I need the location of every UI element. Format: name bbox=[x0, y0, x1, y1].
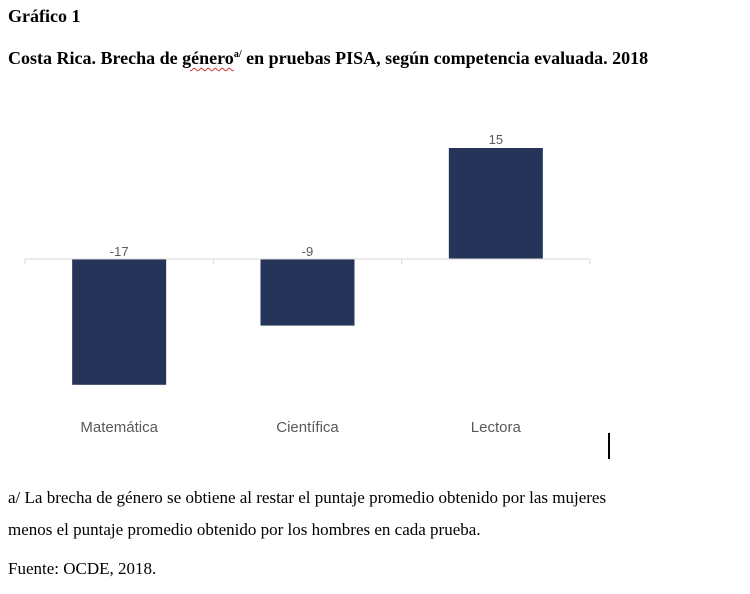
source-note: Fuente: OCDE, 2018. bbox=[8, 559, 157, 578]
chart-title: Costa Rica. Brecha de géneroa/ en prueba… bbox=[8, 48, 648, 69]
data-label-1: -17 bbox=[110, 244, 129, 259]
title-suffix: en pruebas PISA, según competencia evalu… bbox=[241, 48, 649, 68]
bar-2 bbox=[260, 259, 355, 326]
data-label-2: -9 bbox=[302, 244, 314, 259]
text-cursor bbox=[608, 433, 610, 459]
bar-3 bbox=[448, 148, 543, 259]
bar-chart: -17 Matemática -9 Científica 15 Lectora bbox=[24, 132, 591, 436]
bar-1 bbox=[72, 259, 167, 385]
footnote-line-2: menos el puntaje promedio obtenido por l… bbox=[8, 520, 481, 539]
category-label-3: Lectora bbox=[471, 419, 522, 436]
footnote-line-1: a/ La brecha de género se obtiene al res… bbox=[8, 488, 607, 507]
category-label-1: Matemática bbox=[80, 419, 158, 436]
title-footnote-marker: a/ bbox=[233, 49, 242, 60]
data-label-3: 15 bbox=[489, 132, 503, 147]
category-label-2: Científica bbox=[276, 419, 339, 436]
footnote: a/ La brecha de género se obtiene al res… bbox=[8, 482, 738, 546]
title-underlined-word: género bbox=[182, 48, 234, 68]
figure-label: Gráfico 1 bbox=[8, 6, 81, 26]
title-prefix: Costa Rica. Brecha de bbox=[8, 48, 183, 68]
